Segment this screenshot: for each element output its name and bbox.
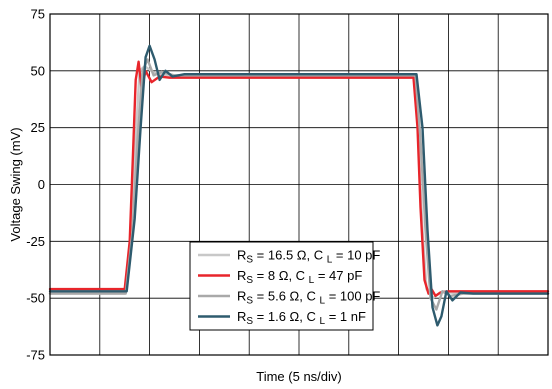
legend-text-part: = 10 pF — [332, 248, 380, 263]
legend-text-part: = 5.6 Ω, C — [253, 289, 319, 304]
legend-entry-label: RS = 8 Ω, C L = 47 pF — [237, 268, 362, 286]
legend-text-part: = 1 nF — [325, 309, 366, 324]
legend-subscript: L — [327, 255, 333, 266]
legend-text-part: R — [237, 309, 246, 324]
legend-subscript: S — [246, 296, 253, 307]
y-tick-label: -75 — [26, 348, 45, 363]
legend-entry-label: RS = 16.5 Ω, C L = 10 pF — [237, 248, 380, 266]
legend-text-part: R — [237, 248, 246, 263]
legend-subscript: S — [246, 255, 253, 266]
legend-text-part: R — [237, 268, 246, 283]
y-tick-label: 0 — [38, 177, 45, 192]
series-line-3 — [48, 58, 550, 311]
legend-subscript: S — [246, 275, 253, 286]
legend-text-part: = 47 pF — [314, 268, 362, 283]
x-axis-title: Time (5 ns/div) — [256, 369, 341, 384]
series-line-4 — [48, 44, 550, 327]
y-axis-tick-labels: 75 50 25 0 -25 -50 -75 — [26, 7, 45, 363]
plot-frame — [49, 13, 549, 356]
legend-text-part: = 1.6 Ω, C — [253, 309, 319, 324]
y-axis-title: Voltage Swing (mV) — [8, 127, 23, 241]
series-layer — [48, 44, 550, 327]
legend-subscript: L — [309, 275, 315, 286]
legend-text-part: R — [237, 289, 246, 304]
y-tick-label: -50 — [26, 291, 45, 306]
legend-subscript: L — [320, 296, 326, 307]
legend-text-part: = 100 pF — [325, 289, 380, 304]
y-tick-label: 25 — [31, 120, 45, 135]
legend-entry-label: RS = 1.6 Ω, C L = 1 nF — [237, 309, 366, 327]
y-tick-label: 75 — [31, 7, 45, 22]
legend-entry-label: RS = 5.6 Ω, C L = 100 pF — [237, 289, 380, 307]
legend-text-part: = 16.5 Ω, C — [253, 248, 327, 263]
series-line-2 — [48, 60, 550, 298]
y-tick-label: -25 — [26, 234, 45, 249]
legend-text-part: = 8 Ω, C — [253, 268, 309, 283]
y-tick-label: 50 — [31, 63, 45, 78]
legend-subscript: S — [246, 316, 253, 327]
legend-subscript: L — [320, 316, 326, 327]
